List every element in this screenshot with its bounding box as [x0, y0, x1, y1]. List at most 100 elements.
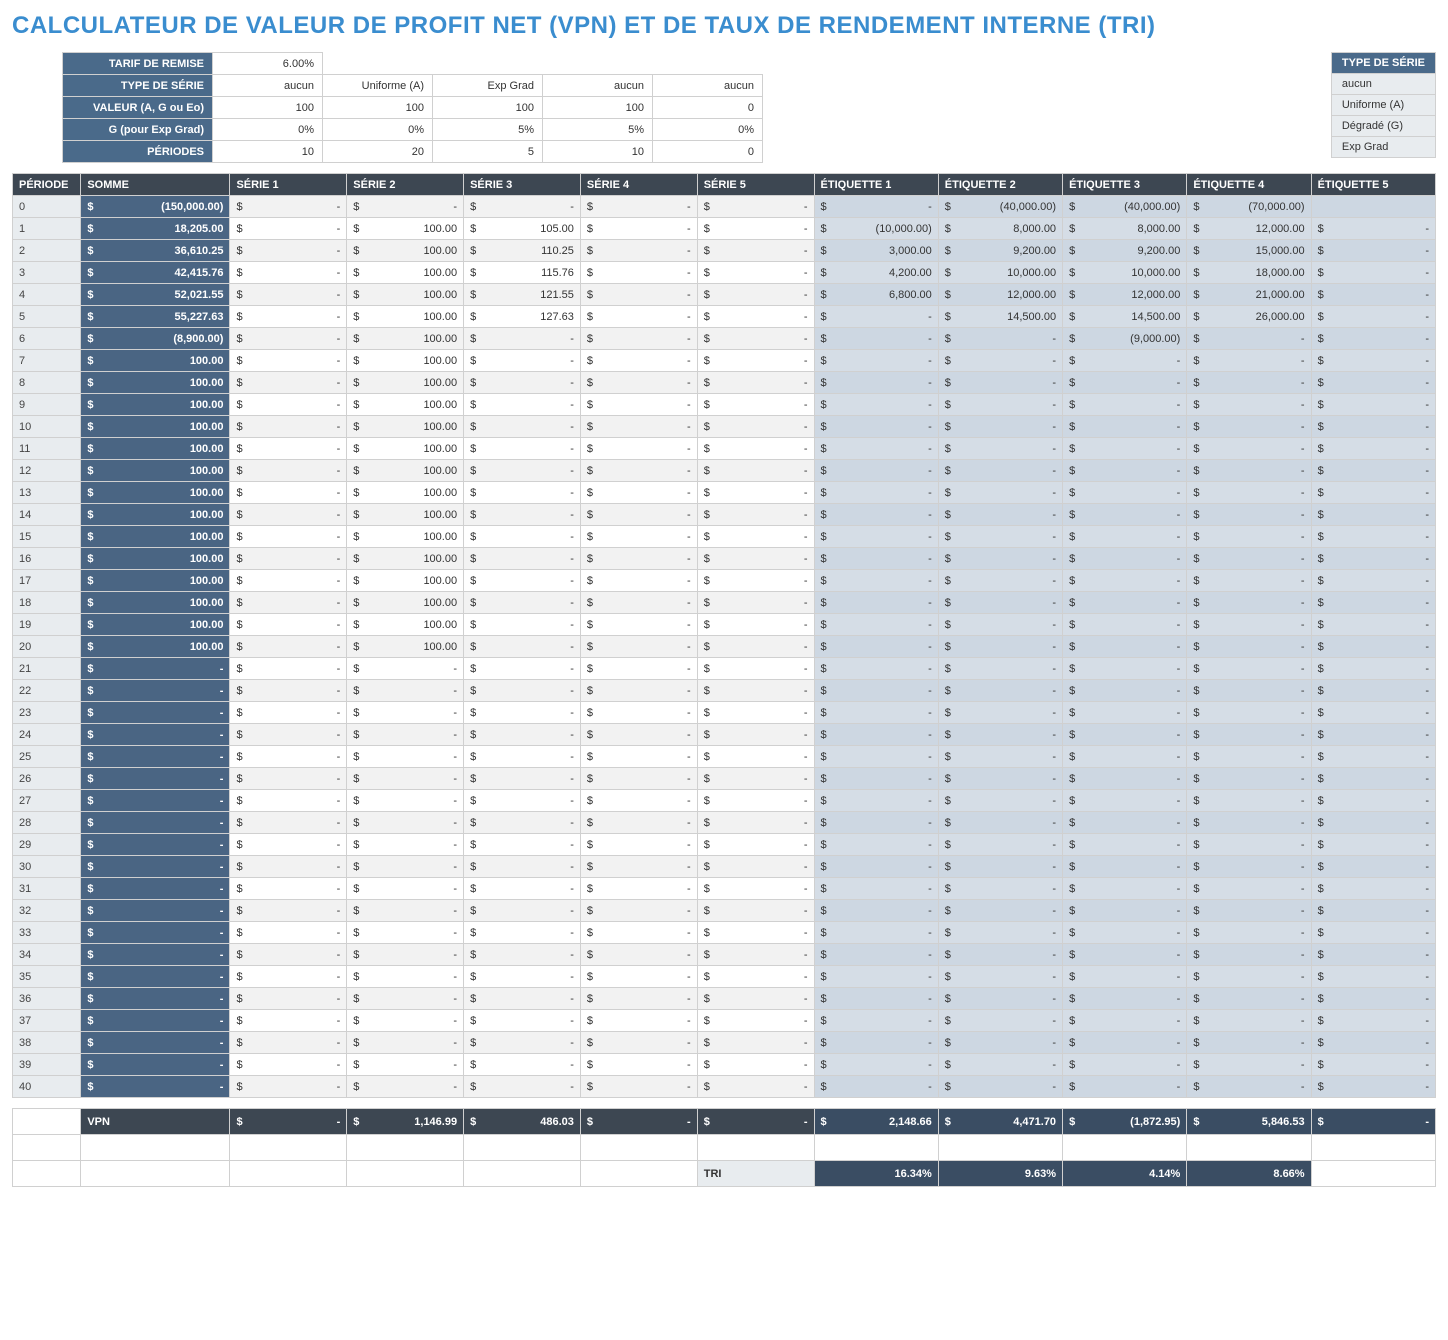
money-cell: $-	[697, 1109, 814, 1135]
legend-header: TYPE DE SÉRIE	[1331, 53, 1435, 74]
money-cell: $-	[1311, 460, 1435, 482]
param-value[interactable]: 100	[213, 97, 323, 119]
money-cell: $-	[938, 680, 1062, 702]
money-cell: $-	[1311, 262, 1435, 284]
table-row: 7$100.00$-$100.00$-$-$-$-$-$-$-$-	[13, 350, 1436, 372]
money-cell: $-	[230, 372, 347, 394]
param-value[interactable]: 6.00%	[213, 53, 323, 75]
money-cell: $10,000.00	[1063, 262, 1187, 284]
money-cell: $-	[230, 570, 347, 592]
money-cell: $-	[81, 900, 230, 922]
param-value[interactable]: 100	[543, 97, 653, 119]
money-cell: $-	[938, 768, 1062, 790]
money-cell: $-	[697, 1054, 814, 1076]
money-cell: $-	[464, 900, 581, 922]
money-cell: $-	[580, 812, 697, 834]
money-cell: $-	[697, 900, 814, 922]
money-cell: $-	[230, 592, 347, 614]
money-cell: $-	[464, 834, 581, 856]
money-cell: $-	[814, 504, 938, 526]
param-value[interactable]: 20	[323, 141, 433, 163]
money-cell: $-	[938, 548, 1062, 570]
money-cell: $-	[464, 1010, 581, 1032]
param-value[interactable]: 0	[653, 141, 763, 163]
money-cell: $-	[230, 1076, 347, 1098]
column-header: SÉRIE 2	[347, 174, 464, 196]
money-cell: $100.00	[81, 460, 230, 482]
money-cell: $-	[814, 394, 938, 416]
money-cell: $100.00	[347, 636, 464, 658]
param-value[interactable]: 0%	[213, 119, 323, 141]
table-row: 10$100.00$-$100.00$-$-$-$-$-$-$-$-	[13, 416, 1436, 438]
money-cell: $-	[580, 350, 697, 372]
param-value[interactable]: aucun	[543, 75, 653, 97]
money-cell	[1311, 196, 1435, 218]
money-cell: $-	[697, 504, 814, 526]
money-cell: $-	[347, 856, 464, 878]
money-cell: $-	[464, 702, 581, 724]
money-cell: $-	[1063, 570, 1187, 592]
param-value[interactable]: 100	[433, 97, 543, 119]
period-cell: 25	[13, 746, 81, 768]
money-cell: $-	[580, 614, 697, 636]
money-cell: $-	[464, 878, 581, 900]
param-value[interactable]: 100	[323, 97, 433, 119]
money-cell: $100.00	[347, 328, 464, 350]
money-cell: $-	[814, 812, 938, 834]
money-cell: $-	[81, 922, 230, 944]
param-value[interactable]: 5%	[543, 119, 653, 141]
money-cell: $-	[580, 1109, 697, 1135]
period-cell: 9	[13, 394, 81, 416]
money-cell: $-	[1311, 592, 1435, 614]
money-cell: $-	[1063, 900, 1187, 922]
money-cell: $-	[938, 614, 1062, 636]
table-row: 22$-$-$-$-$-$-$-$-$-$-$-	[13, 680, 1436, 702]
money-cell: $-	[347, 746, 464, 768]
money-cell: $-	[464, 482, 581, 504]
money-cell: $-	[464, 944, 581, 966]
table-row: 11$100.00$-$100.00$-$-$-$-$-$-$-$-	[13, 438, 1436, 460]
money-cell: $-	[1187, 746, 1311, 768]
param-value[interactable]: Uniforme (A)	[323, 75, 433, 97]
param-value[interactable]: 5%	[433, 119, 543, 141]
money-cell: $-	[464, 1054, 581, 1076]
param-value[interactable]: 10	[543, 141, 653, 163]
money-cell: $-	[697, 372, 814, 394]
money-cell: $-	[580, 834, 697, 856]
money-cell: $-	[697, 1076, 814, 1098]
money-cell: $-	[1187, 680, 1311, 702]
money-cell: $-	[464, 196, 581, 218]
param-value[interactable]: 5	[433, 141, 543, 163]
table-row: 13$100.00$-$100.00$-$-$-$-$-$-$-$-	[13, 482, 1436, 504]
column-header: SÉRIE 3	[464, 174, 581, 196]
money-cell: $-	[697, 680, 814, 702]
money-cell: $-	[697, 1032, 814, 1054]
money-cell: $-	[1311, 218, 1435, 240]
period-cell: 0	[13, 196, 81, 218]
money-cell: $-	[1311, 1054, 1435, 1076]
param-value[interactable]: 0	[653, 97, 763, 119]
table-row: 19$100.00$-$100.00$-$-$-$-$-$-$-$-	[13, 614, 1436, 636]
money-cell: $-	[697, 1010, 814, 1032]
money-cell: $-	[938, 944, 1062, 966]
param-value[interactable]: Exp Grad	[433, 75, 543, 97]
money-cell: $-	[81, 812, 230, 834]
money-cell: $-	[81, 768, 230, 790]
money-cell: $-	[1311, 636, 1435, 658]
param-value[interactable]: 10	[213, 141, 323, 163]
money-cell: $105.00	[464, 218, 581, 240]
param-value[interactable]: 0%	[323, 119, 433, 141]
money-cell: $100.00	[81, 504, 230, 526]
money-cell: $-	[697, 944, 814, 966]
money-cell: $-	[938, 878, 1062, 900]
param-value[interactable]: aucun	[653, 75, 763, 97]
money-cell: $-	[81, 658, 230, 680]
period-cell: 16	[13, 548, 81, 570]
param-value[interactable]: 0%	[653, 119, 763, 141]
money-cell: $14,500.00	[938, 306, 1062, 328]
param-value[interactable]: aucun	[213, 75, 323, 97]
money-cell: $-	[1063, 680, 1187, 702]
money-cell: $-	[697, 922, 814, 944]
money-cell: $-	[814, 768, 938, 790]
money-cell: $-	[230, 768, 347, 790]
